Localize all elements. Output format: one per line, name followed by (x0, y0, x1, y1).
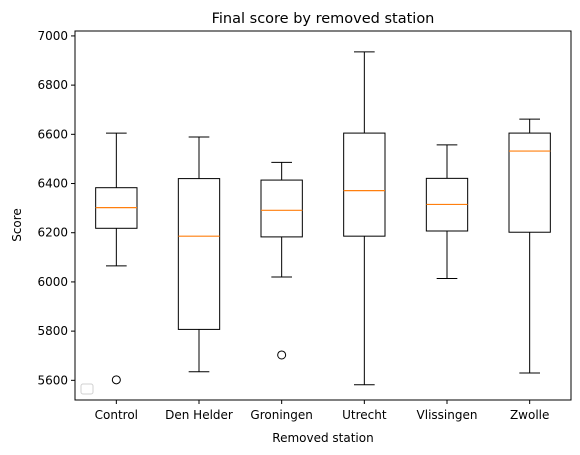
x-tick-label: Utrecht (342, 408, 387, 422)
y-tick-label: 6600 (37, 127, 68, 141)
y-axis-label: Score (10, 208, 24, 242)
x-tick-label: Groningen (250, 408, 312, 422)
x-tick-label: Vlissingen (417, 408, 478, 422)
box (344, 133, 385, 236)
outlier-point (278, 351, 286, 359)
outlier-point (112, 376, 120, 384)
x-axis-label: Removed station (272, 431, 373, 445)
y-tick-label: 6000 (37, 275, 68, 289)
x-tick-label: Zwolle (510, 408, 549, 422)
x-tick-label: Control (95, 408, 138, 422)
y-tick-label: 6400 (37, 177, 68, 191)
box (261, 180, 302, 237)
chart-title: Final score by removed station (212, 11, 435, 27)
x-tick-label: Den Helder (165, 408, 233, 422)
y-tick-label: 6200 (37, 226, 68, 240)
axes-frame (75, 31, 571, 400)
y-tick-label: 7000 (37, 29, 68, 43)
plot-area: 5600 5800 6000 6200 6400 6600 6800 7000 Control D… (37, 29, 571, 422)
y-tick-label: 6800 (37, 78, 68, 92)
box (509, 133, 550, 232)
legend-box (81, 384, 93, 394)
y-tick-label: 5600 (37, 373, 68, 387)
box (178, 179, 219, 330)
y-tick-label: 5800 (37, 324, 68, 338)
